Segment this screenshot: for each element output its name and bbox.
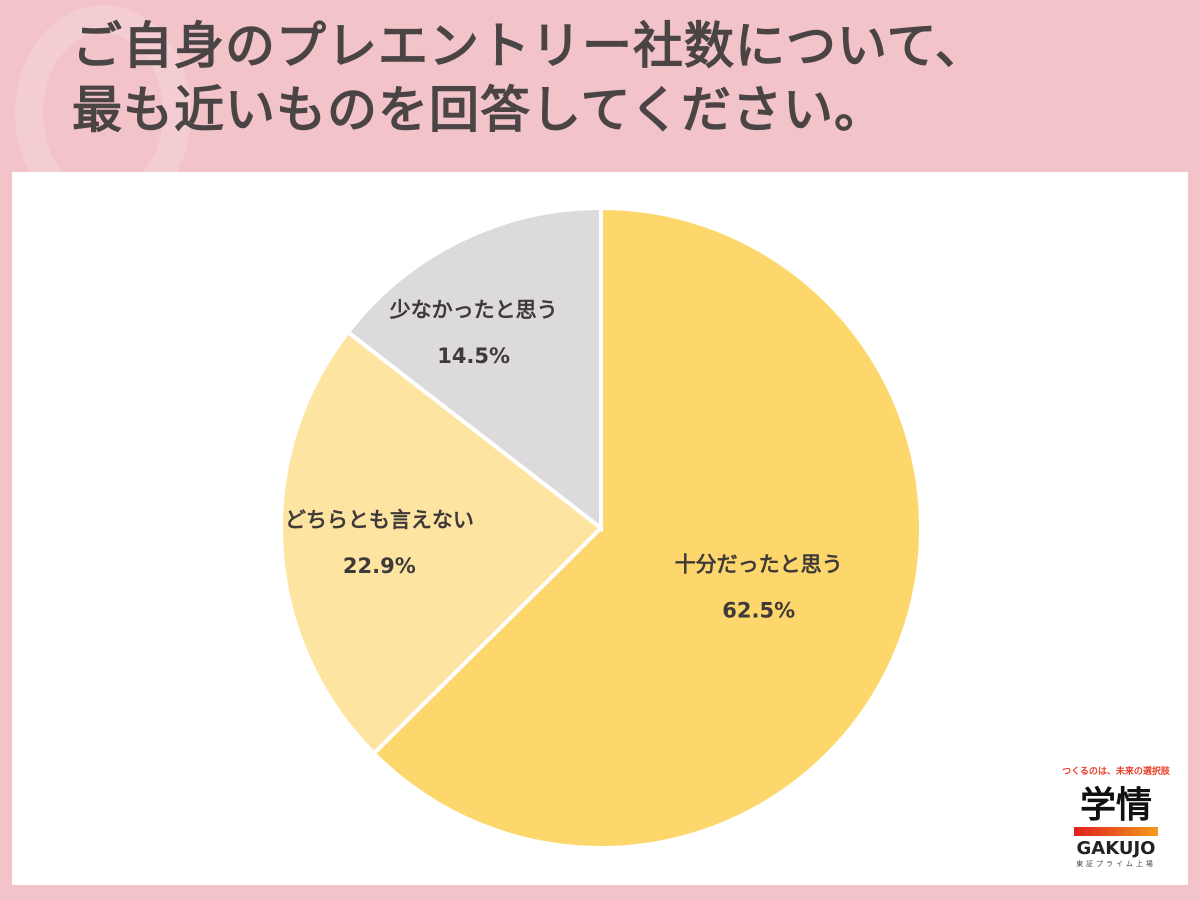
- logo-bar: [1074, 827, 1158, 836]
- slice-value-label: 22.9%: [343, 554, 416, 578]
- slice-value-label: 14.5%: [437, 344, 510, 368]
- logo-sub: 東証プライム上場: [1076, 860, 1156, 868]
- page-title: ご自身のプレエントリー社数について、 最も近いものを回答してください。: [72, 14, 986, 142]
- pie-slice: [279, 329, 605, 757]
- slice-value-label: 62.5%: [722, 599, 795, 623]
- pie-slice: [371, 205, 923, 850]
- gakujo-logo: つくるのは、未来の選択肢 学情 GAKUJO 東証プライム上場: [1056, 764, 1176, 869]
- logo-name: GAKUJO: [1076, 838, 1156, 859]
- title-line-2: 最も近いものを回答してください。: [72, 81, 885, 139]
- slice-label: 少なかったと思う: [389, 298, 558, 322]
- logo-tagline: つくるのは、未来の選択肢: [1062, 767, 1170, 777]
- slice-label: 十分だったと思う: [675, 553, 843, 577]
- title-line-1: ご自身のプレエントリー社数について、: [72, 17, 986, 75]
- pie-slice: [345, 205, 603, 533]
- logo-mark: 学情: [1079, 785, 1152, 826]
- slice-label: どちらとも言えない: [285, 508, 474, 532]
